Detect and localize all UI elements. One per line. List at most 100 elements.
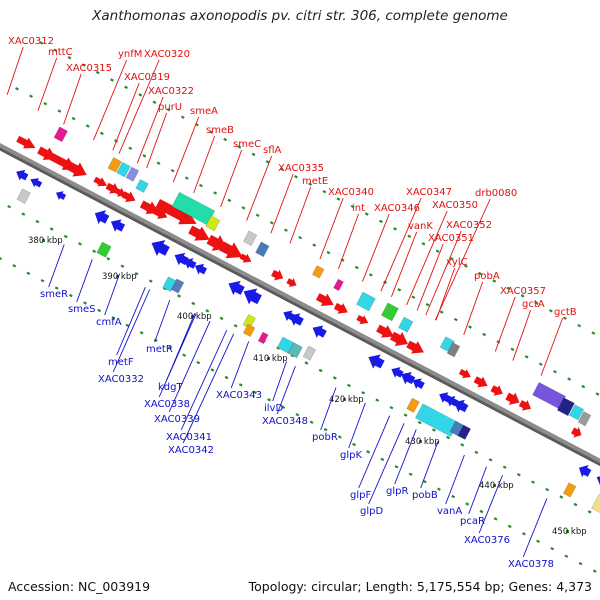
label-leader-line: [112, 82, 140, 151]
reverse-tick-dot: [168, 345, 172, 350]
label-leader-line: [522, 498, 548, 558]
reverse-gene-label: glpK: [340, 450, 362, 461]
forward-feature-box: [577, 411, 592, 427]
forward-feature-box: [556, 397, 575, 417]
label-leader-line: [246, 155, 273, 221]
reverse-gene-arrow: [16, 169, 29, 181]
reverse-tick-dot: [389, 405, 394, 410]
reverse-tick-dot: [474, 450, 479, 455]
forward-tick-dot: [241, 206, 246, 210]
label-leader-line: [118, 59, 160, 154]
label-leader-line: [362, 213, 390, 282]
label-leader-line: [220, 149, 243, 208]
reverse-gene-label: ilvD: [264, 403, 283, 414]
forward-tick-dot: [223, 137, 228, 142]
reverse-tick-dot: [493, 517, 498, 521]
reverse-tick-dot: [564, 554, 569, 558]
reverse-feature-box: [242, 313, 256, 330]
forward-tick-dot: [294, 175, 298, 179]
reverse-tick-dot: [465, 502, 470, 506]
scale-tick-mark: [419, 440, 422, 443]
reverse-gene-arrow: [194, 263, 208, 275]
forward-tick-dot: [142, 154, 147, 158]
forward-gene-arrow: [356, 314, 369, 325]
reverse-tick-dot: [106, 257, 111, 261]
forward-tick-dot: [506, 286, 511, 291]
label-leader-line: [348, 402, 366, 449]
reverse-tick-dot: [422, 479, 427, 484]
scale-tick-mark: [191, 315, 194, 318]
label-leader-line: [406, 210, 448, 306]
forward-tick-dot: [57, 109, 62, 113]
forward-tick-dot: [199, 183, 203, 188]
scale-label: 450 kbp: [552, 527, 587, 537]
forward-feature-box: [380, 302, 399, 322]
reverse-gene-label: smeR: [40, 289, 68, 300]
label-leader-line: [320, 387, 337, 431]
forward-tick-dot: [482, 332, 487, 337]
figure-title: Xanthomonas axonopodis pv. citri str. 30…: [92, 8, 508, 24]
reverse-gene-label: pobR: [312, 432, 338, 443]
forward-gene-arrow: [239, 253, 252, 263]
reverse-tick-dot: [432, 428, 436, 432]
forward-tick-dot: [269, 221, 274, 225]
forward-gene-label: gctB: [554, 307, 577, 318]
reverse-tick-dot: [347, 383, 351, 388]
forward-tick-dot: [553, 369, 557, 374]
forward-feature-box: [311, 265, 325, 279]
forward-tick-dot: [99, 131, 104, 136]
feature-boxes: [16, 126, 600, 517]
reverse-feature-box: [242, 323, 256, 338]
reverse-gene-label: XAC0348: [262, 416, 308, 427]
reverse-tick-dot: [120, 264, 125, 268]
forward-tick-dot: [312, 243, 317, 247]
reverse-gene-arrow: [243, 288, 262, 305]
reverse-gene-label: XAC0338: [144, 399, 190, 410]
label-leader-line: [270, 173, 294, 234]
label-leader-line: [435, 267, 456, 321]
reverse-tick-dot: [380, 457, 385, 462]
scale-label: 380 kbp: [28, 236, 63, 246]
forward-tick-dot: [209, 130, 213, 134]
reverse-gene-arrow: [412, 378, 425, 389]
label-leader-line: [380, 197, 422, 292]
label-leader-line: [154, 299, 171, 343]
forward-tick-dot: [548, 309, 553, 313]
reverse-gene-label: pobB: [412, 490, 438, 501]
scale-tick-mark: [42, 239, 45, 242]
reverse-tick-dot: [550, 546, 555, 551]
reverse-gene-arrow: [94, 210, 110, 225]
reverse-gene-arrow: [454, 399, 469, 413]
forward-tick-dot: [520, 294, 525, 298]
reverse-gene-label: XAC0341: [166, 432, 212, 443]
reverse-tick-dot: [559, 495, 564, 499]
reverse-gene-label: XAC0332: [98, 374, 144, 385]
reverse-tick-dot: [40, 278, 45, 283]
reverse-tick-dot: [210, 368, 215, 372]
reverse-tick-dot: [267, 398, 271, 402]
reverse-feature-box: [406, 397, 420, 413]
reverse-gene-label: XAC0339: [154, 414, 200, 425]
forward-gene-arrow: [376, 324, 394, 338]
label-leader-line: [540, 317, 564, 376]
reverse-gene-label: XAC0378: [508, 559, 554, 570]
reverse-tick-dot: [233, 324, 238, 328]
forward-gene-label: mttC: [48, 47, 73, 58]
forward-gene-label: XAC0312: [8, 36, 54, 47]
forward-gene-arrow: [188, 225, 210, 241]
forward-tick-dot: [85, 124, 90, 128]
reverse-gene-label: smeS: [68, 304, 95, 315]
forward-gene-label: xylC: [446, 257, 468, 268]
reverse-tick-dot: [219, 316, 224, 321]
label-leader-line: [394, 429, 417, 485]
forward-gene-arrow: [406, 340, 424, 354]
forward-gene-arrow: [389, 331, 408, 347]
reverse-gene-arrow: [578, 464, 592, 478]
label-leader-line: [136, 96, 164, 164]
reverse-tick-dot: [516, 472, 521, 477]
reverse-tick-dot: [446, 435, 450, 440]
reverse-tick-dot: [224, 375, 229, 380]
reverse-tick-dot: [196, 360, 201, 365]
forward-feature-box: [333, 278, 344, 292]
